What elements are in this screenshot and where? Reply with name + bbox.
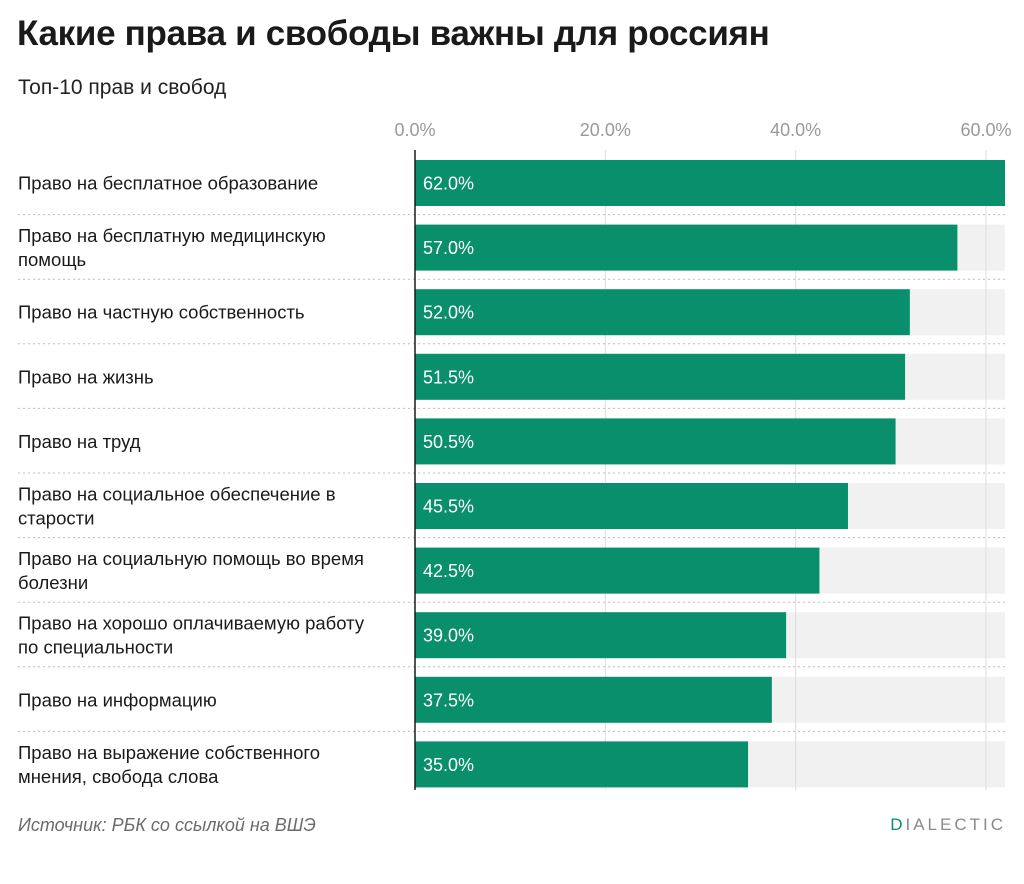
bar-chart: 0.0% 20.0% 40.0% 60.0% 62.0% Право на бесплат…: [18, 120, 1011, 790]
bar: [415, 353, 906, 400]
x-tick-label: 20.0%: [580, 120, 631, 140]
bar: [415, 160, 1005, 206]
bar: [415, 741, 749, 788]
category-label: старости: [18, 508, 94, 529]
chart-subtitle: Топ-10 прав и свобод: [18, 76, 227, 99]
x-tick-label: 60.0%: [960, 120, 1011, 140]
category-label: Право на частную собственность: [18, 302, 305, 323]
category-label: Право на бесплатное образование: [18, 173, 318, 194]
bar: [415, 483, 848, 529]
bar-value-label: 57.0%: [423, 238, 474, 258]
bar: [415, 418, 896, 465]
category-label: Право на социальную помощь во время: [18, 548, 364, 569]
brand-logo: DIALECTIC: [890, 815, 1006, 834]
category-label: Право на выражение собственного: [18, 742, 320, 763]
bar-value-label: 50.5%: [423, 432, 474, 452]
bar-value-label: 42.5%: [423, 561, 474, 581]
category-label: Право на труд: [18, 431, 141, 452]
bar: [415, 612, 787, 659]
bar-value-label: 45.5%: [423, 497, 474, 517]
bar-value-label: 39.0%: [423, 626, 474, 646]
bar: [415, 289, 910, 336]
category-label: Право на жизнь: [18, 366, 154, 387]
bar-value-label: 35.0%: [423, 755, 474, 775]
bar: [415, 676, 772, 723]
category-label: Право на социальное обеспечение в: [18, 484, 336, 505]
category-label: Право на хорошо оплачиваемую работу: [18, 613, 365, 634]
category-label: по специальности: [18, 637, 173, 658]
category-label: Право на бесплатную медицинскую: [18, 225, 326, 246]
bar-value-label: 51.5%: [423, 367, 474, 387]
bar-value-label: 52.0%: [423, 303, 474, 323]
source-note: Источник: РБК со ссылкой на ВШЭ: [18, 815, 316, 835]
bar-value-label: 62.0%: [423, 174, 474, 194]
x-tick-label: 0.0%: [394, 120, 435, 140]
category-label: болезни: [18, 572, 88, 593]
bar: [415, 224, 958, 271]
x-tick-label: 40.0%: [770, 120, 821, 140]
category-label: помощь: [18, 249, 86, 270]
category-label: мнения, свобода слова: [18, 766, 219, 787]
bar: [415, 547, 820, 594]
chart-title: Какие права и свободы важны для россиян: [17, 14, 770, 53]
bar-value-label: 37.5%: [423, 690, 474, 710]
category-label: Право на информацию: [18, 689, 217, 710]
